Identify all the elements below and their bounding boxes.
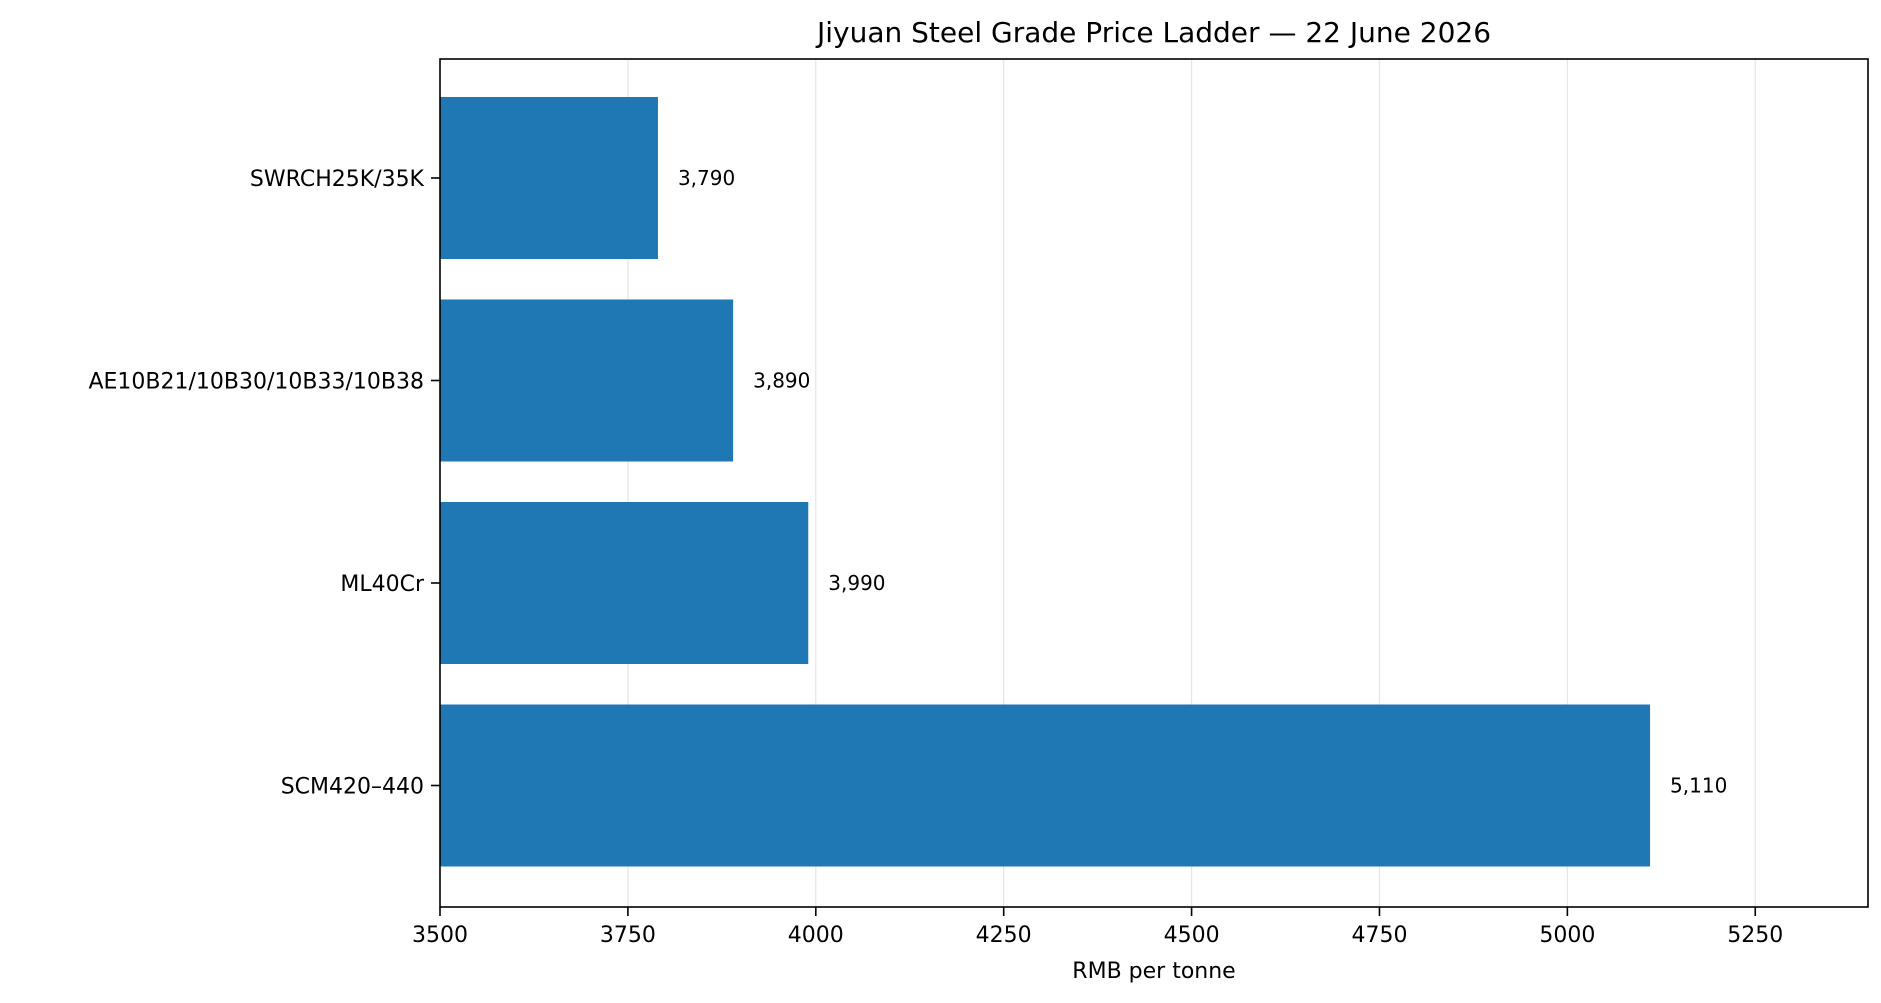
- x-tick-label: 4250: [976, 923, 1032, 948]
- bar-value-label: 5,110: [1670, 774, 1727, 798]
- x-tick-label: 4500: [1164, 923, 1220, 948]
- x-tick-label: 5250: [1727, 923, 1783, 948]
- x-tick-label: 4000: [788, 923, 844, 948]
- bar-value-label: 3,890: [753, 369, 810, 393]
- x-axis-label: RMB per tonne: [1072, 959, 1235, 984]
- plot-frame: [439, 58, 1869, 908]
- ticks: 3500 3750 4000 4250 4500 4750 5000 5250 SWRCH25K…: [88, 167, 1783, 948]
- bar-value-label: 3,790: [678, 166, 735, 190]
- x-tick-label: 4750: [1351, 923, 1407, 948]
- bar: [440, 299, 734, 462]
- chart-title: Jiyuan Steel Grade Price Ladder — 22 Jun…: [815, 16, 1491, 49]
- y-tick-label: ML40Cr: [340, 572, 425, 597]
- x-tick-label: 3750: [600, 923, 656, 948]
- bar-value-label: 3,990: [828, 571, 885, 595]
- x-tick-label: 5000: [1539, 923, 1595, 948]
- bars: [440, 97, 1651, 867]
- bar: [440, 97, 658, 259]
- x-tick-label: 3500: [412, 923, 468, 948]
- y-tick-label: SCM420–440: [281, 775, 424, 800]
- bar: [440, 704, 1651, 867]
- bar: [440, 502, 809, 664]
- y-tick-label: SWRCH25K/35K: [250, 167, 425, 192]
- data-labels: 3,790 3,890 3,990 5,110: [678, 166, 1727, 798]
- y-tick-label: AE10B21/10B30/10B33/10B38: [88, 370, 424, 395]
